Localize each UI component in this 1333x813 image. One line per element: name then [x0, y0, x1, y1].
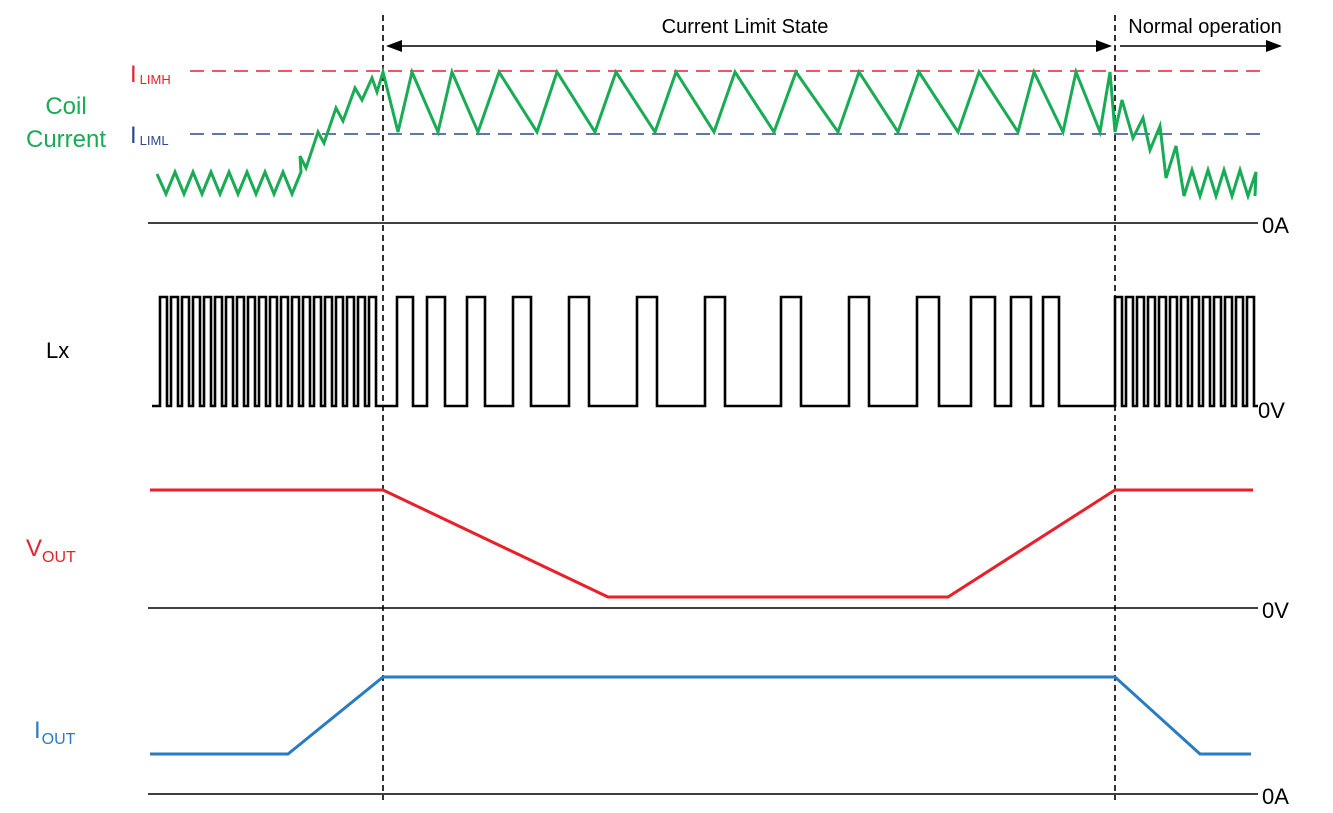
current-limit-arrow-right-head	[1096, 40, 1112, 52]
liml-label: I LIML	[130, 122, 169, 149]
vout-trace	[150, 488, 1253, 599]
current-limit-state-label: Current Limit State	[662, 16, 829, 38]
coil-current-label-line1: Coil	[45, 93, 86, 120]
coil-current-label-line2: Current	[26, 126, 106, 153]
normal-operation-arrow-head	[1266, 40, 1282, 52]
limh-label: I LIMH	[130, 61, 171, 88]
iout-label: IOUT	[34, 717, 76, 748]
lx-switching-trace	[152, 295, 1258, 408]
coil-current-trace	[155, 66, 1258, 202]
normal-operation-label: Normal operation	[1128, 16, 1281, 38]
coil-zero-label: 0A	[1262, 213, 1289, 238]
lx-label: Lx	[46, 338, 69, 363]
iout-trace	[150, 675, 1251, 756]
vout-zero-label: 0V	[1262, 598, 1289, 623]
lx-zero-label: 0V	[1258, 398, 1285, 423]
iout-zero-label: 0A	[1262, 784, 1289, 808]
vout-label: VOUT	[26, 535, 76, 566]
current-limit-arrow-left-head	[386, 40, 402, 52]
